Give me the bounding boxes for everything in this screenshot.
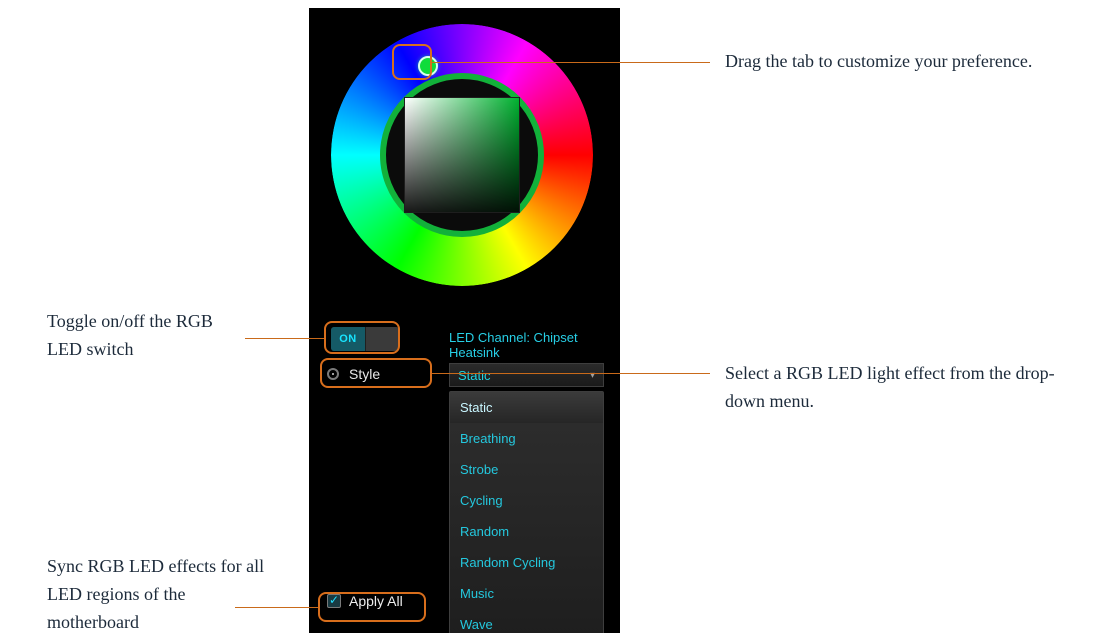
apply-all-label: Apply All [349, 593, 403, 609]
style-option-cycling[interactable]: Cycling [450, 485, 603, 516]
rgb-led-panel: ON LED Channel: Chipset Heatsink Style S… [309, 8, 620, 633]
style-option-random[interactable]: Random [450, 516, 603, 547]
style-dropdown-selected[interactable]: Static [449, 363, 604, 387]
style-option-static[interactable]: Static [450, 392, 603, 423]
style-option-music[interactable]: Music [450, 578, 603, 609]
callout-drag-tab: Drag the tab to customize your preferenc… [725, 48, 1055, 76]
toggle-on-label: ON [331, 327, 365, 351]
connector-drag-tab [432, 62, 710, 63]
style-option-breathing[interactable]: Breathing [450, 423, 603, 454]
saturation-value-square[interactable] [404, 97, 520, 213]
connector-toggle [245, 338, 324, 339]
style-radio[interactable]: Style [327, 366, 380, 382]
toggle-off-side [365, 327, 399, 351]
connector-select-effect [432, 373, 710, 374]
color-wheel[interactable] [331, 24, 593, 286]
style-option-random-cycling[interactable]: Random Cycling [450, 547, 603, 578]
hue-handle[interactable] [418, 56, 438, 76]
callout-toggle: Toggle on/off the RGB LED switch [47, 308, 247, 364]
checkbox-icon [327, 594, 341, 608]
style-option-wave[interactable]: Wave [450, 609, 603, 633]
style-dropdown-list: Static Breathing Strobe Cycling Random R… [449, 391, 604, 633]
style-option-strobe[interactable]: Strobe [450, 454, 603, 485]
callout-apply-all: Sync RGB LED effects for all LED regions… [47, 553, 277, 637]
apply-all-checkbox[interactable]: Apply All [327, 593, 403, 609]
radio-dot-icon [327, 368, 339, 380]
style-dropdown[interactable]: Static Static Breathing Strobe Cycling R… [449, 363, 604, 633]
led-channel-label: LED Channel: Chipset Heatsink [449, 330, 620, 360]
style-label: Style [349, 366, 380, 382]
led-toggle[interactable]: ON [331, 327, 399, 351]
callout-select-effect: Select a RGB LED light effect from the d… [725, 360, 1055, 416]
